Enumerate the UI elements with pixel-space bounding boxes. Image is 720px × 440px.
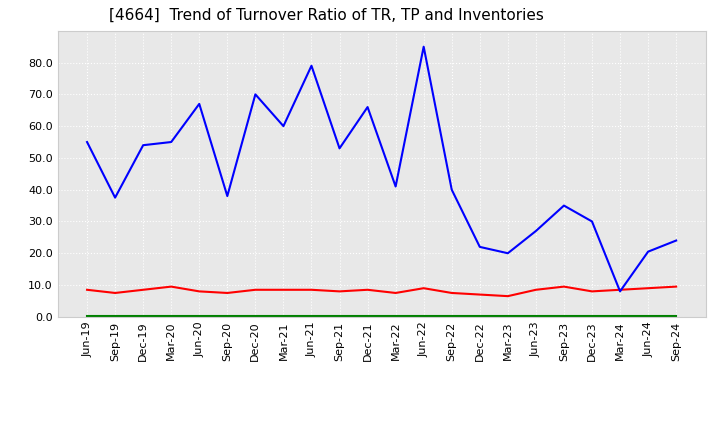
Inventories <box>111 313 120 319</box>
Inventories <box>195 313 204 319</box>
Trade Payables <box>559 203 568 208</box>
Trade Payables <box>672 238 680 243</box>
Trade Payables <box>616 289 624 294</box>
Trade Payables <box>531 228 540 234</box>
Inventories <box>672 313 680 319</box>
Trade Receivables <box>364 287 372 293</box>
Trade Payables <box>251 92 260 97</box>
Line: Trade Payables: Trade Payables <box>87 47 676 291</box>
Trade Receivables <box>616 287 624 293</box>
Trade Payables <box>336 146 344 151</box>
Trade Receivables <box>251 287 260 293</box>
Trade Receivables <box>391 290 400 296</box>
Inventories <box>167 313 176 319</box>
Trade Receivables <box>447 290 456 296</box>
Trade Receivables <box>279 287 288 293</box>
Inventories <box>391 313 400 319</box>
Inventories <box>644 313 652 319</box>
Inventories <box>223 313 232 319</box>
Trade Payables <box>475 244 484 249</box>
Trade Receivables <box>167 284 176 289</box>
Trade Payables <box>279 124 288 129</box>
Trade Payables <box>167 139 176 145</box>
Trade Payables <box>195 101 204 106</box>
Inventories <box>279 313 288 319</box>
Trade Receivables <box>644 286 652 291</box>
Trade Receivables <box>307 287 316 293</box>
Trade Receivables <box>419 286 428 291</box>
Trade Receivables <box>672 284 680 289</box>
Inventories <box>364 313 372 319</box>
Trade Payables <box>503 251 512 256</box>
Trade Receivables <box>475 292 484 297</box>
Trade Payables <box>111 195 120 200</box>
Trade Payables <box>588 219 596 224</box>
Trade Receivables <box>588 289 596 294</box>
Inventories <box>251 313 260 319</box>
Trade Receivables <box>531 287 540 293</box>
Trade Payables <box>307 63 316 68</box>
Trade Payables <box>391 184 400 189</box>
Trade Receivables <box>559 284 568 289</box>
Inventories <box>503 313 512 319</box>
Inventories <box>588 313 596 319</box>
Inventories <box>616 313 624 319</box>
Trade Receivables <box>195 289 204 294</box>
Trade Receivables <box>336 289 344 294</box>
Inventories <box>419 313 428 319</box>
Inventories <box>559 313 568 319</box>
Trade Payables <box>83 139 91 145</box>
Inventories <box>531 313 540 319</box>
Trade Receivables <box>223 290 232 296</box>
Inventories <box>83 313 91 319</box>
Inventories <box>475 313 484 319</box>
Trade Payables <box>644 249 652 254</box>
Trade Payables <box>223 194 232 199</box>
Trade Receivables <box>503 293 512 299</box>
Trade Receivables <box>83 287 91 293</box>
Line: Trade Receivables: Trade Receivables <box>87 286 676 296</box>
Inventories <box>307 313 316 319</box>
Inventories <box>336 313 344 319</box>
Trade Receivables <box>139 287 148 293</box>
Trade Payables <box>364 104 372 110</box>
Trade Receivables <box>111 290 120 296</box>
Trade Payables <box>447 187 456 192</box>
Text: [4664]  Trend of Turnover Ratio of TR, TP and Inventories: [4664] Trend of Turnover Ratio of TR, TP… <box>109 7 544 23</box>
Trade Payables <box>139 143 148 148</box>
Inventories <box>447 313 456 319</box>
Trade Payables <box>419 44 428 49</box>
Inventories <box>139 313 148 319</box>
